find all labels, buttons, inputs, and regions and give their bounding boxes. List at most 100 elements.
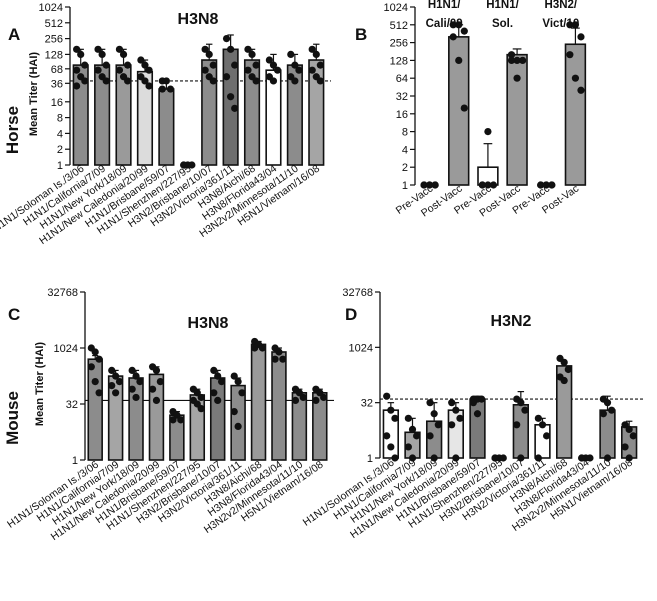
data-point [291,61,299,69]
data-point [210,366,218,374]
data-point [449,33,457,41]
data-point [210,389,218,397]
data-point [214,372,222,380]
y-tick-label: 128 [390,55,408,67]
data-point [312,50,320,59]
data-point [291,396,300,404]
data-point [244,45,252,53]
y-axis-label: Mean Titer (HAI) [34,342,46,426]
data-point [248,50,256,59]
data-point [455,56,463,64]
data-point [564,365,572,374]
data-point [98,50,106,59]
y-tick-label: 1 [402,180,408,192]
y-tick-label: 32768 [47,287,78,299]
data-point [145,82,153,90]
data-point [291,77,299,85]
data-point [603,399,612,407]
data-point [413,432,421,440]
data-point [308,66,316,74]
data-point [169,416,177,424]
data-point [519,56,527,64]
data-point [102,61,110,69]
data-point [177,416,185,424]
data-point [603,454,612,462]
data-point [265,56,273,64]
data-point [230,372,238,380]
y-tick-label: 68 [51,64,63,76]
data-point [629,432,637,440]
panel-letter-d: D [345,305,357,324]
data-point [383,432,391,440]
data-point [234,378,242,386]
data-point [112,372,120,380]
data-point [404,414,412,422]
data-point [87,363,95,371]
data-point [469,399,477,407]
data-point [201,45,209,53]
data-point [507,56,516,64]
chart-title: H3N8 [188,315,229,332]
data-point [201,66,209,74]
data-point [534,454,542,462]
data-point [548,181,556,189]
bar [469,398,486,459]
data-point [102,77,110,85]
data-point [308,45,316,53]
data-point [205,50,213,59]
data-point [408,454,417,462]
data-point [521,406,529,414]
data-point [132,393,140,402]
data-point [560,376,568,385]
data-point [275,348,283,356]
y-tick-label: 4 [57,128,63,140]
data-point [489,181,498,189]
data-point [158,85,166,93]
data-point [460,27,468,35]
data-point [162,77,170,85]
data-point [222,73,231,81]
data-point [449,21,457,29]
data-point [499,454,507,462]
y-tick-label: 8 [402,127,408,139]
data-point [404,443,412,451]
data-point [73,82,81,90]
y-tick-label: 1 [57,160,63,172]
y-tick-label: 36 [51,78,63,90]
column-header: Is/06 [490,0,516,3]
bar [250,343,267,461]
data-point [542,181,550,189]
data-point [156,378,164,386]
data-point [119,50,128,59]
data-point [188,161,196,169]
y-tick-label: 2 [57,144,63,156]
bar [506,53,528,186]
data-point [507,51,516,59]
data-point [517,399,525,407]
data-point [73,66,81,74]
data-point [152,366,161,374]
y-tick-label: 1 [367,453,373,465]
data-point [534,414,542,422]
y-tick-label: 32 [396,91,408,103]
y-tick-label: 4 [402,144,408,156]
data-point [252,61,260,69]
data-point [299,393,307,402]
data-point [108,381,116,390]
data-point [197,393,205,402]
data-point [128,366,136,374]
data-point [452,406,460,414]
data-point [625,425,633,433]
y-tick-label: 1024 [349,342,373,354]
data-point [391,454,399,462]
data-point [230,407,238,416]
data-point [455,21,463,29]
y-tick-label: 128 [45,49,63,61]
data-point [560,358,568,366]
data-point [227,93,235,101]
data-point [227,45,235,53]
data-point [426,432,434,440]
